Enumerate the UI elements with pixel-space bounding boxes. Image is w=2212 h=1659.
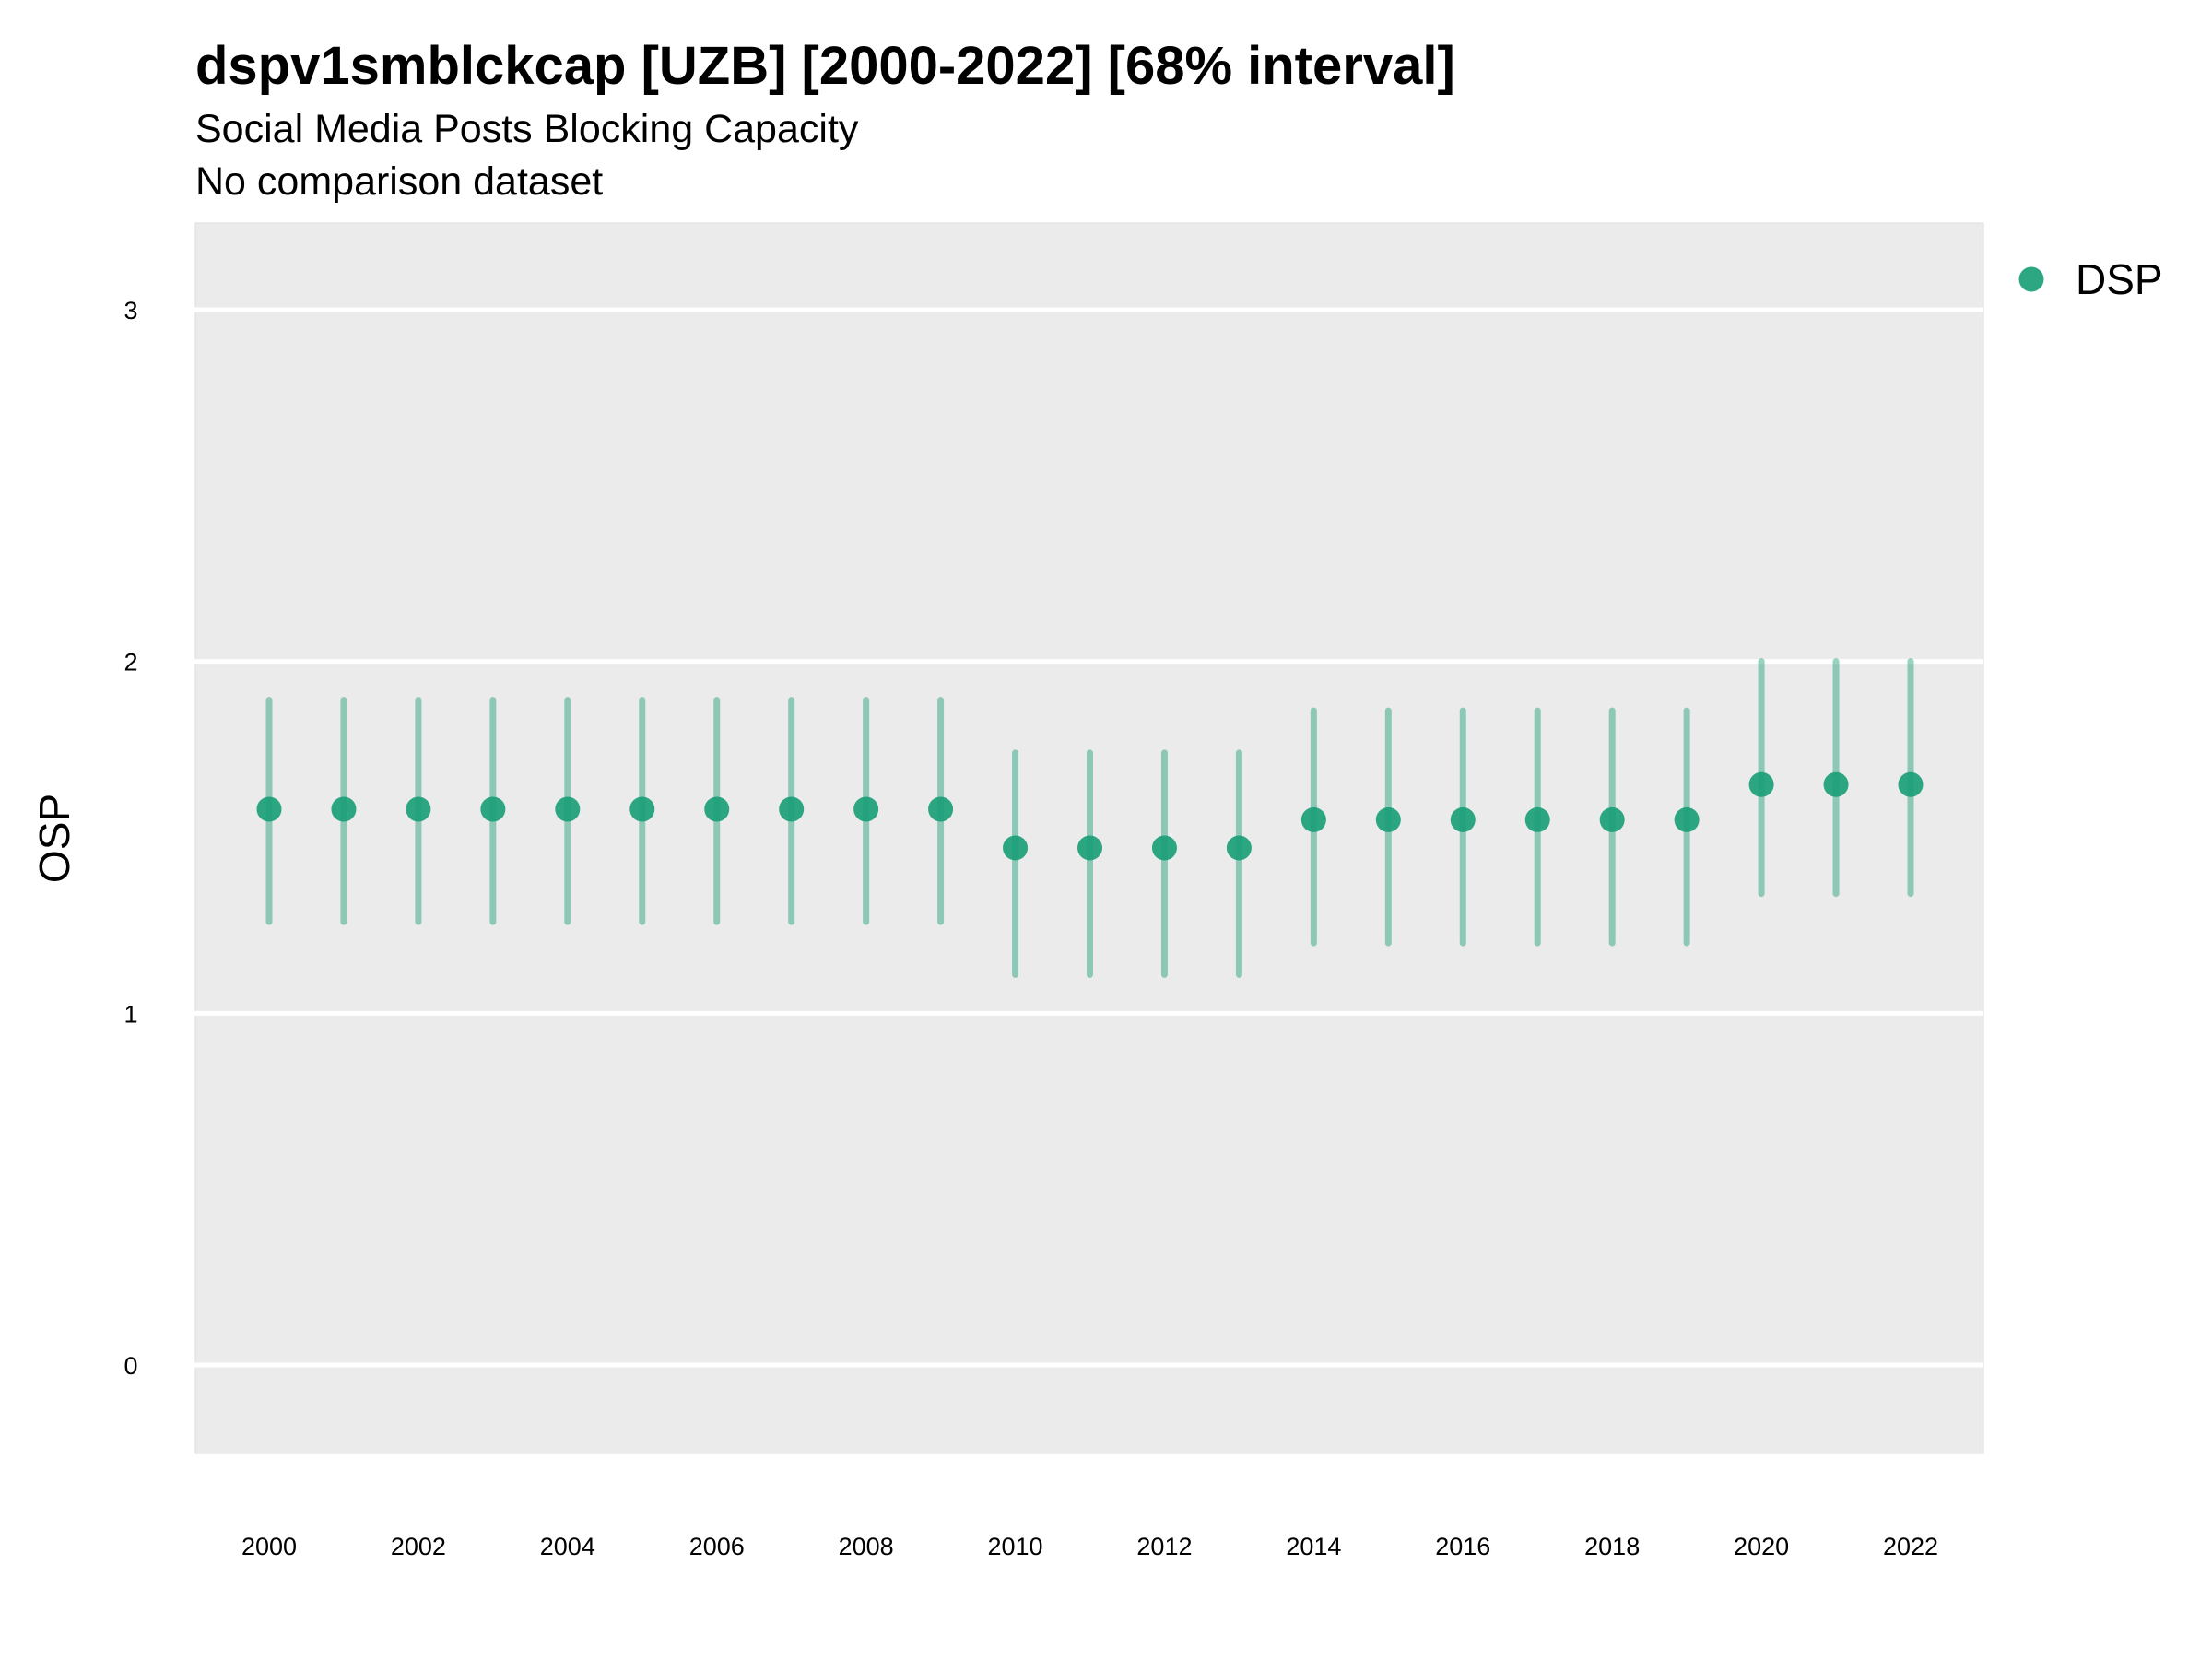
data-point	[1599, 806, 1625, 832]
data-point	[555, 796, 581, 822]
x-tick-label: 2002	[391, 1533, 446, 1560]
x-tick-label: 2014	[1286, 1533, 1341, 1560]
data-point	[1898, 771, 1924, 797]
data-point	[480, 796, 506, 822]
x-tick-label: 2010	[988, 1533, 1043, 1560]
x-tick-label: 2000	[241, 1533, 297, 1560]
data-point	[1375, 806, 1401, 832]
x-tick-label: 2018	[1584, 1533, 1640, 1560]
x-tick-label: 2012	[1136, 1533, 1192, 1560]
data-point	[704, 796, 730, 822]
gridlines	[157, 307, 1983, 1368]
data-points	[256, 771, 1924, 861]
data-point	[1077, 835, 1102, 861]
legend: DSP	[2018, 255, 2163, 303]
data-point	[779, 796, 805, 822]
data-point	[1524, 806, 1550, 832]
data-point	[331, 796, 357, 822]
data-point	[1151, 835, 1177, 861]
y-axis-ticks: 0 1 2 3	[124, 297, 137, 1380]
data-point	[1748, 771, 1774, 797]
data-point	[1226, 835, 1252, 861]
x-tick-label: 2022	[1883, 1533, 1938, 1560]
y-tick-label: 3	[124, 297, 137, 324]
y-tick-label: 0	[124, 1352, 137, 1380]
data-point	[406, 796, 431, 822]
x-tick-label: 2004	[540, 1533, 595, 1560]
data-point	[1450, 806, 1476, 832]
data-point	[928, 796, 954, 822]
data-point	[1823, 771, 1849, 797]
data-point	[1003, 835, 1029, 861]
x-tick-label: 2008	[839, 1533, 894, 1560]
x-tick-label: 2006	[689, 1533, 745, 1560]
x-tick-label: 2016	[1435, 1533, 1490, 1560]
data-point	[1300, 806, 1326, 832]
y-tick-label: 2	[124, 649, 137, 677]
x-tick-label: 2020	[1734, 1533, 1789, 1560]
y-axis-title: OSP	[30, 794, 78, 883]
chart-subtitle-comparison: No comparison dataset	[195, 159, 604, 204]
data-point	[1674, 806, 1700, 832]
data-point	[256, 796, 282, 822]
x-axis-ticks: 2000 2002 2004 2006 2008 2010 2012 2014 2016 2018…	[241, 1533, 1938, 1560]
chart-title: dspv1smblckcap [UZB] [2000-2022] [68% in…	[195, 36, 1455, 96]
legend-label-dsp: DSP	[2076, 255, 2163, 303]
y-tick-label: 1	[124, 1000, 137, 1028]
data-point	[629, 796, 655, 822]
chart-subtitle: Social Media Posts Blocking Capacity	[195, 107, 859, 151]
data-point	[853, 796, 879, 822]
legend-key-dsp	[2018, 266, 2044, 292]
